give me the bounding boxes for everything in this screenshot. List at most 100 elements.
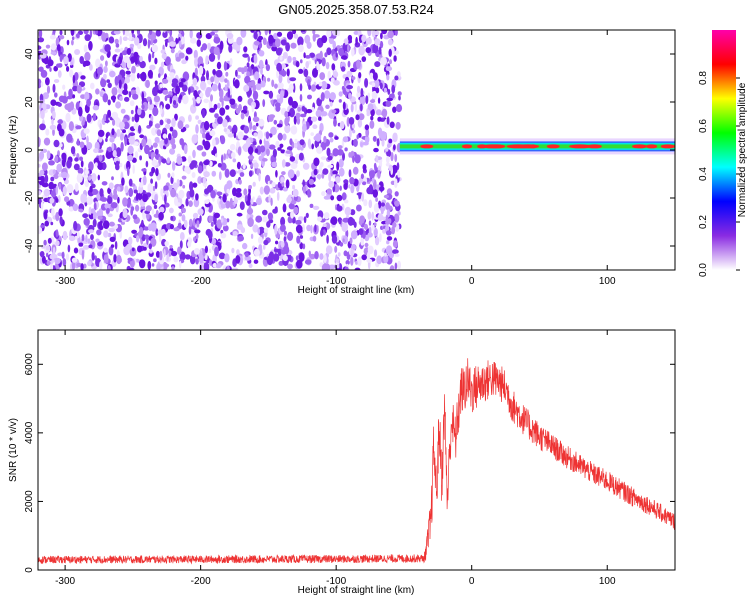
spectrogram-noise-speck: [330, 195, 335, 201]
spectrogram-noise-speck: [123, 55, 130, 63]
spectrogram-noise-speck: [263, 90, 270, 95]
spectrogram-noise-speck: [356, 134, 359, 140]
spectrogram-noise-speck: [271, 181, 276, 188]
spectrogram-noise-speck: [192, 97, 196, 108]
spectrogram-noise-speck: [207, 42, 211, 50]
spectrogram-noise-speck: [383, 87, 388, 93]
spectrogram-noise-speck: [196, 32, 203, 39]
spectrogram-noise-speck: [151, 52, 155, 59]
spectrogram-noise-speck: [263, 185, 270, 195]
spectrogram-noise-speck: [312, 235, 317, 242]
spectrogram-noise-speck: [109, 236, 116, 242]
spectrogram-noise-speck: [70, 64, 74, 68]
spectrogram-noise-speck: [349, 209, 356, 216]
spectrogram-noise-speck: [236, 212, 243, 217]
spectrogram-noise-speck: [225, 200, 231, 209]
spectrogram-noise-speck: [160, 49, 166, 54]
signal-peak: [506, 144, 530, 149]
spectrogram-noise-speck: [292, 188, 299, 198]
spectrogram-noise-speck: [62, 186, 67, 196]
spectrogram-noise-speck: [92, 113, 97, 122]
spectrogram-noise-speck: [210, 76, 215, 83]
spectrogram-noise-speck: [375, 197, 378, 202]
spectrogram-noise-speck: [260, 67, 263, 75]
spectrogram-noise-speck: [148, 53, 152, 63]
spectrogram-noise-speck: [224, 78, 228, 83]
spectrogram-noise-speck: [182, 84, 188, 92]
spectrogram-noise-speck: [154, 123, 161, 129]
spectrogram-noise-speck: [338, 167, 345, 177]
spectrogram-noise-speck: [132, 164, 135, 174]
spectrogram-noise-speck: [111, 87, 118, 96]
spectrogram-noise-speck: [99, 188, 104, 197]
spectrogram-noise-speck: [171, 172, 175, 179]
spectrogram-noise-speck: [354, 154, 361, 164]
spectrogram-y-ticks: -40 -20 0 20 40: [24, 48, 675, 253]
spectrogram-noise-speck: [141, 219, 144, 227]
spectrogram-noise-speck: [290, 42, 297, 49]
spectrogram-noise-speck: [213, 46, 220, 55]
spectrogram-noise-speck: [43, 137, 51, 146]
spectrogram-noise-speck: [369, 120, 375, 129]
spectrogram-noise-speck: [105, 60, 108, 67]
spectrogram-noise-speck: [202, 132, 206, 139]
spectrogram-noise-speck: [202, 139, 206, 146]
spectrogram-noise-speck: [61, 96, 68, 104]
spectrogram-noise-speck: [224, 253, 230, 263]
spectrogram-noise-speck: [161, 158, 167, 164]
spectrogram-noise-speck: [268, 30, 271, 35]
spectrogram-noise-speck: [200, 75, 206, 83]
spectrogram-noise-speck: [245, 137, 251, 148]
spectrogram-noise-speck: [103, 66, 108, 73]
spectrogram-noise-speck: [41, 255, 46, 264]
spectrogram-x-ticks: -300 -200 -100 0 100: [55, 30, 616, 287]
spectrogram-noise-speck: [141, 168, 147, 172]
spectrogram-noise-speck: [210, 94, 213, 102]
spectrogram-noise-speck: [370, 115, 374, 121]
spectrogram-noise-speck: [213, 212, 220, 219]
spectrogram-noise-speck: [218, 82, 221, 92]
spectrogram-noise-speck: [263, 228, 269, 233]
spectrogram-noise-speck: [222, 225, 229, 232]
spectrogram-noise-speck: [284, 117, 289, 127]
spectrogram-noise-speck: [74, 235, 78, 240]
spectrogram-noise-speck: [275, 47, 283, 56]
spectrogram-noise-speck: [130, 73, 136, 82]
spectrogram-noise-speck: [344, 147, 348, 152]
spectrogram-noise-speck: [358, 228, 364, 236]
spectrogram-noise-speck: [135, 204, 140, 212]
spectrogram-noise-speck: [305, 212, 309, 218]
spectrogram-noise-speck: [305, 109, 313, 114]
snr-x-label: Height of straight line (km): [298, 585, 415, 596]
spectrogram-noise-speck: [374, 61, 381, 68]
spectrogram-noise-speck: [390, 151, 394, 162]
spectrogram-noise-speck: [83, 263, 87, 269]
spectrogram-noise-speck: [364, 135, 370, 144]
spectrogram-noise-speck: [45, 245, 51, 251]
spectrogram-noise-speck: [59, 216, 63, 225]
spectrogram-noise-speck: [190, 37, 197, 44]
spectrogram-noise-speck: [46, 260, 51, 266]
spectrogram-noise-speck: [276, 62, 282, 72]
spectrogram-noise-speck: [379, 82, 383, 90]
spectrogram-noise-speck: [146, 212, 150, 220]
signal-peak: [660, 144, 675, 149]
spectrogram-noise-speck: [39, 251, 45, 258]
spectrogram-noise-speck: [244, 75, 251, 84]
spectrogram-noise-speck: [87, 260, 92, 267]
spectrogram-noise-speck: [84, 169, 89, 175]
spectrogram-noise-speck: [111, 128, 115, 136]
spectrogram-noise-speck: [181, 59, 187, 65]
spectrogram-noise-speck: [339, 185, 342, 191]
spectrogram-noise-speck: [76, 231, 80, 239]
spectrogram-noise-speck: [221, 154, 224, 164]
spectrogram-noise-speck: [298, 68, 304, 74]
spectrogram-noise-speck: [175, 85, 181, 95]
spectrogram-noise-speck: [149, 64, 156, 71]
spectrogram-noise-speck: [169, 41, 176, 47]
spectrogram-noise-speck: [38, 176, 44, 181]
spectrogram-noise-speck: [298, 252, 305, 262]
spectrogram-noise-speck: [92, 218, 97, 228]
spectrogram-noise-speck: [262, 99, 266, 108]
